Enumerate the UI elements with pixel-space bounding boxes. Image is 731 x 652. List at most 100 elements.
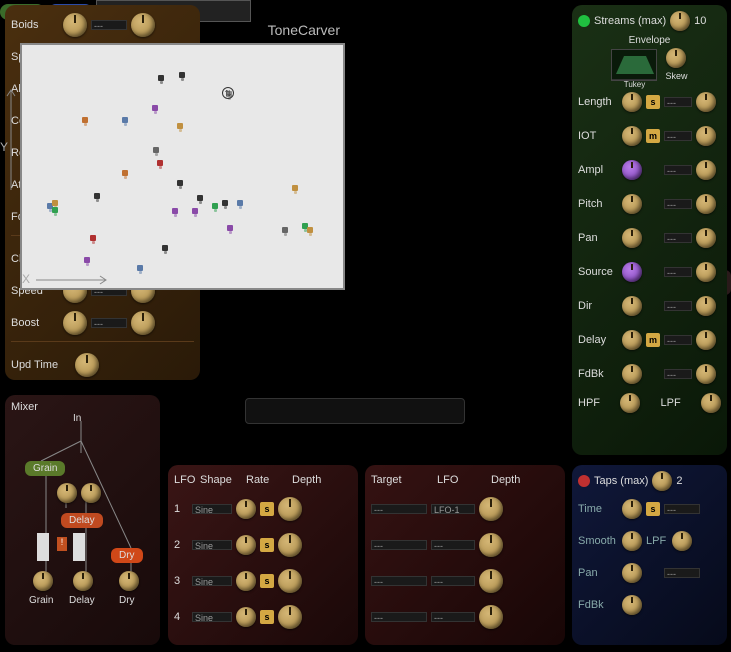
target-sel[interactable]: --- [371, 540, 427, 550]
fdbk-knob[interactable] [622, 364, 642, 384]
target-panel: Target LFO Depth --- LFO-1 --- --- --- -… [365, 465, 565, 645]
upd-time-knob[interactable] [75, 353, 99, 377]
mixer-knob-1[interactable] [57, 483, 77, 503]
lfo-shape[interactable]: Sine [192, 612, 232, 622]
lfo-shape[interactable]: Sine [192, 504, 232, 514]
target-lfo-sel[interactable]: --- [431, 540, 475, 550]
target-depth-knob[interactable] [479, 569, 503, 593]
mixer-knob-2[interactable] [81, 483, 101, 503]
time-knob[interactable] [622, 499, 642, 519]
viz-canvas[interactable]: ⇅ [20, 43, 345, 290]
source-val[interactable]: --- [664, 267, 692, 277]
lfo-depth-knob[interactable] [278, 605, 302, 629]
boids-knob[interactable] [63, 13, 87, 37]
target-depth-knob[interactable] [479, 497, 503, 521]
length-knob2[interactable] [696, 92, 716, 112]
tgt-h2: LFO [437, 474, 487, 486]
delay-node[interactable]: Delay [61, 513, 103, 528]
boost-val[interactable]: --- [91, 318, 127, 328]
grain-out-knob[interactable] [33, 571, 53, 591]
length-mod[interactable]: s [646, 95, 660, 109]
target-depth-knob[interactable] [479, 605, 503, 629]
source-knob2[interactable] [696, 262, 716, 282]
boids-knob2[interactable] [131, 13, 155, 37]
boids-val[interactable]: --- [91, 20, 127, 30]
lfo-depth-knob[interactable] [278, 569, 302, 593]
hpf-knob[interactable] [620, 393, 640, 413]
dir-knob[interactable] [622, 296, 642, 316]
lfo-rate-knob[interactable] [236, 535, 256, 555]
time-sync[interactable]: s [646, 502, 660, 516]
taps-max-knob[interactable] [652, 471, 672, 491]
ampl-knob2[interactable] [696, 160, 716, 180]
stream-label: Source [578, 266, 618, 278]
pitch-knob2[interactable] [696, 194, 716, 214]
warn-icon: ! [57, 537, 67, 551]
streams-max-knob[interactable] [670, 11, 690, 31]
target-depth-knob[interactable] [479, 533, 503, 557]
lfo-sync[interactable]: s [260, 538, 274, 552]
pan-knob[interactable] [622, 228, 642, 248]
fader-1[interactable] [37, 533, 49, 561]
target-sel[interactable]: --- [371, 612, 427, 622]
lfo-depth-knob[interactable] [278, 533, 302, 557]
time-val[interactable]: --- [664, 504, 700, 514]
lfo-rate-knob[interactable] [236, 571, 256, 591]
iot-mod[interactable]: m [646, 129, 660, 143]
pan-val[interactable]: --- [664, 568, 700, 578]
taps-fdbk-knob[interactable] [622, 595, 642, 615]
delay-out-knob[interactable] [73, 571, 93, 591]
pan-knob2[interactable] [696, 228, 716, 248]
dir-val[interactable]: --- [664, 301, 692, 311]
delay-knob[interactable] [622, 330, 642, 350]
taps-pan-knob[interactable] [622, 563, 642, 583]
lfo-shape[interactable]: Sine [192, 540, 232, 550]
lfo-sync[interactable]: s [260, 610, 274, 624]
length-val[interactable]: --- [664, 97, 692, 107]
stream-label: IOT [578, 130, 618, 142]
boid-dot-tail [160, 81, 163, 84]
lpf-knob[interactable] [701, 393, 721, 413]
fader-2[interactable] [73, 533, 85, 561]
skew-knob[interactable] [666, 48, 686, 68]
fdbk-knob2[interactable] [696, 364, 716, 384]
dir-knob2[interactable] [696, 296, 716, 316]
iot-knob2[interactable] [696, 126, 716, 146]
grain-node[interactable]: Grain [25, 461, 65, 476]
envelope-display[interactable]: Tukey [611, 49, 657, 81]
lfo-num: 3 [174, 575, 188, 587]
target-lfo-sel[interactable]: --- [431, 612, 475, 622]
upd-time-label: Upd Time [11, 359, 71, 371]
delay-mod[interactable]: m [646, 333, 660, 347]
boost-knob2[interactable] [131, 311, 155, 335]
pitch-val[interactable]: --- [664, 199, 692, 209]
boost-knob[interactable] [63, 311, 87, 335]
target-lfo-sel[interactable]: LFO-1 [431, 504, 475, 514]
lfo-sync[interactable]: s [260, 502, 274, 516]
pitch-knob[interactable] [622, 194, 642, 214]
lfo-rate-knob[interactable] [236, 607, 256, 627]
length-knob[interactable] [622, 92, 642, 112]
param-label: Boids [11, 19, 59, 31]
delay-val[interactable]: --- [664, 335, 692, 345]
smooth-knob[interactable] [622, 531, 642, 551]
target-sel[interactable]: --- [371, 576, 427, 586]
lfo-depth-knob[interactable] [278, 497, 302, 521]
lfo-rate-knob[interactable] [236, 499, 256, 519]
delay-knob2[interactable] [696, 330, 716, 350]
dry-node[interactable]: Dry [111, 548, 143, 563]
lfo-sync[interactable]: s [260, 574, 274, 588]
ampl-val[interactable]: --- [664, 165, 692, 175]
iot-val[interactable]: --- [664, 131, 692, 141]
pan-val[interactable]: --- [664, 233, 692, 243]
target-sel[interactable]: --- [371, 504, 427, 514]
dry-out-knob[interactable] [119, 571, 139, 591]
iot-knob[interactable] [622, 126, 642, 146]
source-knob[interactable] [622, 262, 642, 282]
lfo-shape[interactable]: Sine [192, 576, 232, 586]
fdbk-val[interactable]: --- [664, 369, 692, 379]
ampl-knob[interactable] [622, 160, 642, 180]
stream-label: Pan [578, 232, 618, 244]
target-lfo-sel[interactable]: --- [431, 576, 475, 586]
taps-lpf-knob[interactable] [672, 531, 692, 551]
